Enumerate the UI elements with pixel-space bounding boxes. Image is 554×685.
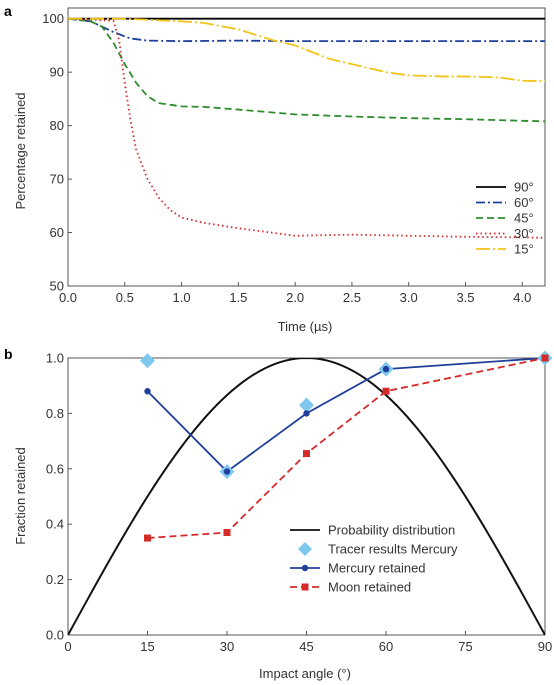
panel-a-legend: 90°60°45°30°15°	[476, 180, 534, 257]
legend-item-probability-distribution-1: Probability distribution	[290, 523, 455, 538]
legend-item-moon-retained-1: Moon retained	[290, 580, 411, 595]
x-tick-label: 3.0	[400, 290, 418, 305]
y-tick-label: 1.0	[46, 351, 64, 366]
data-point-moon-retained	[541, 354, 549, 362]
legend-item-tracer-results-mercury-1: Tracer results Mercury	[298, 542, 458, 557]
panel-a-x-axis-label: Time (µs)	[278, 319, 333, 334]
y-tick-label: 0.2	[46, 572, 64, 587]
plot-frame	[67, 7, 546, 287]
legend-label: Tracer results Mercury	[328, 542, 458, 557]
panel-b: b 0 15 30 45 60 75 90 0.0 0.2 0.4 0.6 0.8 1.0 Impact…	[4, 346, 553, 681]
y-tick-label: 0.8	[46, 406, 64, 421]
y-tick-label: 90	[50, 65, 64, 80]
legend-label: Moon retained	[328, 580, 411, 595]
data-point-moon-retained	[382, 387, 390, 395]
data-point-moon-retained	[303, 450, 310, 458]
series-line-moon-retained-1	[147, 358, 545, 539]
data-point-mercury-retained	[144, 388, 151, 395]
legend-label: 60°	[514, 195, 534, 210]
x-tick-label: 0	[64, 639, 71, 654]
panel-a-plot-area: 0.0 0.5 1.0 1.5 2.0 2.5 3.0 3.5 4.0 50 60 70 80 90 100	[42, 7, 546, 305]
legend-item-60-0: 60°	[476, 195, 534, 210]
panel-b-plot-area: 0 15 30 45 60 75 90 0.0 0.2 0.4 0.6 0.8 1.0	[46, 350, 553, 654]
panel-b-y-axis-label: Fraction retained	[13, 447, 28, 545]
y-tick-label: 50	[50, 279, 64, 294]
x-tick-label: 2.5	[343, 290, 361, 305]
x-tick-label: 0.5	[116, 290, 134, 305]
x-tick-label: 2.0	[286, 290, 304, 305]
panel-a-y-axis-label: Percentage retained	[13, 92, 28, 209]
legend-label: 30°	[514, 226, 534, 241]
x-tick-label: 90	[538, 639, 552, 654]
series-line-15-0	[68, 17, 545, 83]
x-tick-label: 60	[379, 639, 393, 654]
data-point-tracer-results-mercury	[299, 397, 314, 413]
data-point-mercury-retained	[303, 410, 310, 417]
legend-label: 15°	[514, 242, 534, 257]
y-tick-label: 80	[50, 118, 64, 133]
series-line-probability-distribution-1	[68, 358, 545, 635]
legend-item-90-0: 90°	[476, 180, 534, 195]
legend-marker	[301, 564, 309, 572]
data-point-mercury-retained	[223, 468, 231, 475]
legend-item-mercury-retained-1: Mercury retained	[290, 561, 426, 576]
series-line-60-0	[68, 17, 545, 43]
y-tick-label: 0.0	[46, 628, 64, 643]
legend-marker	[301, 583, 309, 591]
legend-label: Mercury retained	[328, 561, 426, 576]
y-tick-label: 70	[50, 172, 64, 187]
x-tick-label: 1.0	[173, 290, 191, 305]
y-tick-label: 0.4	[46, 517, 64, 532]
panel-b-x-axis-label: Impact angle (°)	[259, 666, 351, 681]
data-point-moon-retained	[223, 529, 231, 537]
x-tick-label: 0.0	[59, 290, 77, 305]
series-line-30-0	[68, 17, 545, 239]
data-point-moon-retained	[144, 534, 151, 542]
x-tick-label: 45	[299, 639, 313, 654]
x-tick-label: 75	[458, 639, 472, 654]
panel-b-label: b	[4, 346, 13, 362]
y-tick-label: 60	[50, 225, 64, 240]
panel-b-legend: Probability distribution Tracer results M…	[290, 523, 458, 595]
panel-a-label: a	[4, 3, 12, 19]
legend-label: 45°	[514, 211, 534, 226]
series-line-45-0	[68, 17, 545, 123]
legend-label: 90°	[514, 180, 534, 195]
x-tick-label: 30	[220, 639, 234, 654]
x-tick-label: 1.5	[229, 290, 247, 305]
panel-a: a 0.0 0.5 1.0 1.5 2.0 2.5 3.0 3.5 4.0 50 60 70 80 90 1…	[4, 3, 546, 334]
x-tick-label: 15	[140, 639, 154, 654]
data-point-mercury-retained	[382, 365, 390, 373]
x-tick-label: 3.5	[456, 290, 474, 305]
x-tick-label: 4.0	[513, 290, 531, 305]
legend-item-45-0: 45°	[476, 211, 534, 226]
legend-item-30-0: 30°	[476, 226, 534, 241]
legend-marker	[298, 542, 312, 556]
y-tick-label: 100	[42, 11, 64, 26]
data-point-tracer-results-mercury	[140, 353, 155, 369]
legend-item-15-0: 15°	[476, 242, 534, 257]
y-tick-label: 0.6	[46, 461, 64, 476]
legend-label: Probability distribution	[328, 523, 455, 538]
